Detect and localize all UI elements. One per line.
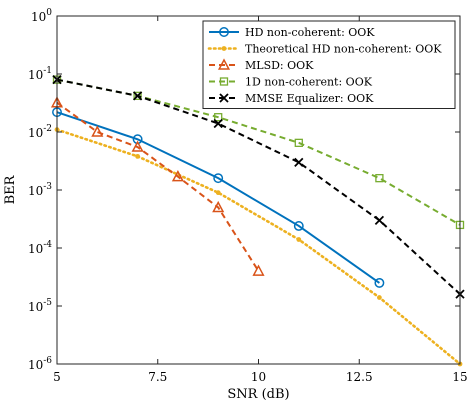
data-point-s3-2	[91, 125, 104, 137]
data-point-s3-6	[252, 264, 265, 276]
ticks-layer: 5 7.5 10 12.5 15 10-6 10-5 10-4 10-3 10-2 10-1 100	[28, 8, 468, 384]
y-tick-label: 10-4	[28, 240, 52, 256]
legend-swatch-marker	[219, 93, 229, 103]
legend-label: HD non-coherent: OOK	[245, 26, 375, 39]
data-point-s4-3	[214, 113, 223, 122]
legend-swatch-marker	[219, 27, 229, 37]
x-tick-label: 15	[452, 370, 467, 384]
series-line-5	[56, 78, 461, 295]
y-axis-title: BER	[3, 174, 18, 204]
legend-item-1: HD non-coherent: OOK	[209, 26, 375, 39]
y-tick-label: 100	[31, 8, 52, 24]
series-5	[52, 74, 465, 299]
series-line-1	[56, 111, 380, 284]
legend-item-3: MLSD: OOK	[209, 58, 314, 72]
series-line-4	[56, 78, 461, 226]
y-tick-label: 10-2	[28, 124, 52, 140]
data-point-s3-3	[131, 140, 144, 152]
data-point-s2-5	[377, 295, 382, 300]
data-point-s5-2	[132, 91, 143, 101]
x-tick-label: 10	[251, 370, 266, 384]
data-point-s4-5	[375, 174, 384, 183]
x-tick-label: 7.5	[148, 370, 167, 384]
x-axis-title: SNR (dB)	[227, 387, 289, 402]
data-point-s5-3	[213, 118, 223, 129]
data-point-s2-4	[296, 237, 302, 242]
legend-item-5: MMSE Equalizer: OOK	[209, 92, 374, 105]
data-point-s1-4	[293, 220, 304, 231]
series-2	[54, 127, 463, 367]
series-line-3	[56, 101, 260, 272]
data-point-s5-5	[374, 215, 385, 225]
y-tick-label: 10-6	[28, 356, 52, 372]
data-point-s2-3	[215, 190, 221, 196]
data-point-s1-5	[374, 277, 385, 288]
legend-item-2: Theoretical HD non-coherent: OOK	[207, 43, 442, 56]
legend-box	[202, 20, 456, 109]
series-line-2	[55, 128, 462, 366]
data-point-s5-4	[294, 157, 304, 167]
legend-swatch-marker	[217, 58, 231, 70]
legend-label: Theoretical HD non-coherent: OOK	[245, 43, 442, 56]
legend: HD non-coherent: OOK Theoretical HD non-c…	[202, 20, 456, 109]
data-point-s3-4	[171, 170, 184, 182]
data-point-s1-3	[213, 173, 224, 184]
data-point-s3-5	[212, 200, 225, 213]
data-point-s4-2	[133, 91, 142, 101]
y-tick-label: 10-5	[28, 298, 52, 314]
legend-label: MLSD: OOK	[245, 59, 314, 72]
x-tick-label: 5	[53, 370, 61, 384]
y-tick-label: 10-3	[28, 182, 52, 198]
legend-item-4: 1D non-coherent: OOK	[209, 76, 373, 89]
legend-label: 1D non-coherent: OOK	[245, 76, 373, 89]
series-layer	[50, 74, 465, 367]
x-tick-label: 12.5	[346, 370, 373, 384]
legend-label: MMSE Equalizer: OOK	[245, 92, 374, 105]
legend-swatch-marker	[221, 46, 227, 51]
y-tick-label: 10-1	[28, 66, 52, 82]
series-3	[50, 96, 265, 276]
data-point-s2-2	[135, 153, 141, 159]
legend-swatch-marker	[219, 77, 229, 86]
data-point-s4-4	[294, 138, 303, 148]
